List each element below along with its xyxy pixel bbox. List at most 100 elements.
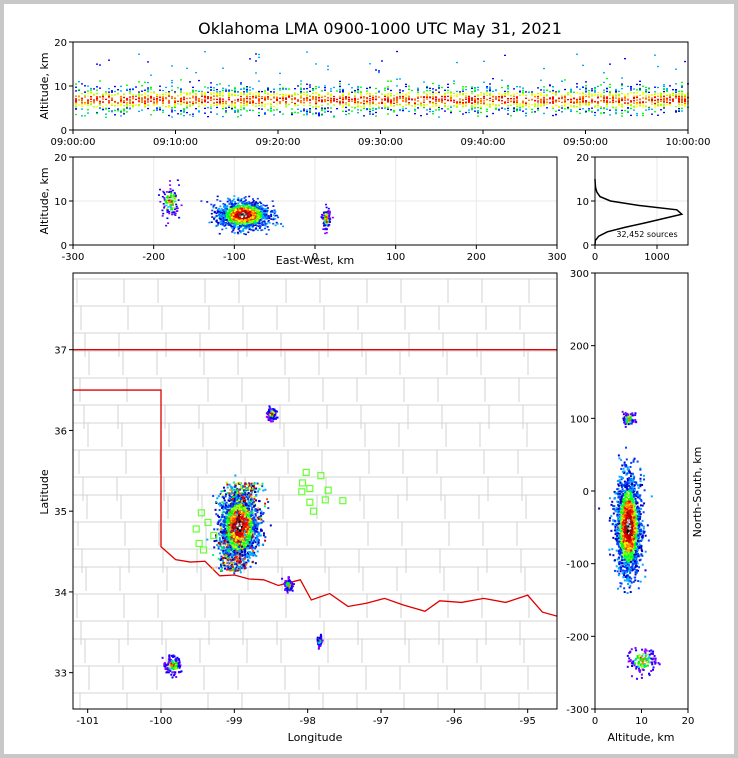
source-point xyxy=(312,88,314,90)
source-point xyxy=(108,95,110,97)
source-point xyxy=(234,89,236,92)
source-point xyxy=(241,221,244,223)
source-point xyxy=(261,90,263,93)
altitude-time-ytick: 0 xyxy=(61,126,73,137)
source-point xyxy=(216,83,218,86)
source-point xyxy=(251,217,254,219)
source-point xyxy=(219,102,221,105)
source-point xyxy=(633,105,635,107)
source-point xyxy=(243,91,245,93)
histogram-ytick-label: 20 xyxy=(576,153,589,164)
source-point xyxy=(519,104,521,106)
source-point xyxy=(663,97,665,99)
source-point xyxy=(279,111,281,113)
source-point xyxy=(417,93,419,96)
source-point xyxy=(600,100,602,102)
source-point xyxy=(238,200,241,203)
source-point xyxy=(663,92,665,95)
source-point xyxy=(546,107,548,109)
source-point xyxy=(648,88,650,90)
source-point xyxy=(237,111,239,113)
source-point xyxy=(173,211,176,213)
source-point xyxy=(543,103,545,105)
source-point xyxy=(366,108,368,111)
source-point xyxy=(324,89,326,91)
source-point xyxy=(465,103,467,105)
source-point xyxy=(573,105,575,108)
source-point xyxy=(624,102,626,104)
source-point xyxy=(111,91,113,93)
source-point xyxy=(348,83,350,86)
source-point xyxy=(609,97,611,100)
source-point xyxy=(223,213,226,216)
source-point xyxy=(84,94,86,97)
source-point xyxy=(183,114,185,117)
source-point xyxy=(159,96,161,98)
source-point xyxy=(306,109,308,111)
source-point xyxy=(210,82,212,84)
source-point xyxy=(111,94,113,96)
source-point xyxy=(309,84,311,86)
source-point xyxy=(114,90,116,93)
source-point xyxy=(645,91,647,93)
source-point xyxy=(417,92,419,94)
source-point xyxy=(303,104,305,107)
source-point xyxy=(141,97,143,99)
time-tick-label: 09:30:00 xyxy=(358,137,403,148)
source-point xyxy=(84,91,86,93)
source-point xyxy=(326,213,329,215)
source-point xyxy=(237,206,240,209)
source-point xyxy=(615,92,617,94)
source-point xyxy=(138,91,140,93)
histogram-ytick: 10 xyxy=(576,197,595,208)
source-point xyxy=(438,91,440,93)
source-point xyxy=(552,97,554,99)
source-point xyxy=(229,224,232,226)
source-point xyxy=(261,482,264,485)
source-point xyxy=(198,90,200,93)
source-point xyxy=(615,90,617,93)
source-point xyxy=(248,533,251,536)
source-point xyxy=(336,101,338,103)
source-point xyxy=(231,200,234,202)
source-point xyxy=(369,95,371,97)
source-point xyxy=(447,95,449,98)
source-point xyxy=(252,229,255,232)
source-point xyxy=(163,206,166,209)
time-tick: 09:40:00 xyxy=(461,130,505,148)
source-point xyxy=(216,211,219,214)
source-point xyxy=(258,95,260,98)
source-point xyxy=(357,92,359,94)
source-point xyxy=(249,203,252,206)
source-point xyxy=(240,211,243,214)
source-point xyxy=(129,102,131,105)
source-point xyxy=(249,217,252,219)
source-point xyxy=(235,217,238,220)
source-point xyxy=(251,225,254,227)
source-point xyxy=(681,100,683,103)
source-point xyxy=(315,106,317,108)
source-point xyxy=(633,92,635,94)
source-point xyxy=(663,105,665,107)
source-point xyxy=(663,88,665,90)
source-point xyxy=(681,84,683,87)
source-point xyxy=(531,99,533,101)
source-point xyxy=(516,98,518,100)
source-point xyxy=(120,90,122,92)
source-point xyxy=(402,93,404,95)
source-point xyxy=(96,92,98,95)
source-point xyxy=(165,96,167,99)
source-point xyxy=(570,110,572,113)
source-point xyxy=(456,105,458,108)
source-point xyxy=(279,100,281,103)
source-point xyxy=(312,98,314,100)
source-point xyxy=(222,92,224,94)
source-point xyxy=(232,213,235,216)
source-point xyxy=(238,222,241,225)
source-point xyxy=(396,96,398,98)
altitude-time-panel: 09:00:00 09:10:00 09:20:00 09:30:00 09:40:00… xyxy=(38,38,710,148)
source-point xyxy=(222,216,225,219)
source-point xyxy=(648,106,650,109)
source-point xyxy=(243,197,246,199)
source-point xyxy=(564,96,566,98)
